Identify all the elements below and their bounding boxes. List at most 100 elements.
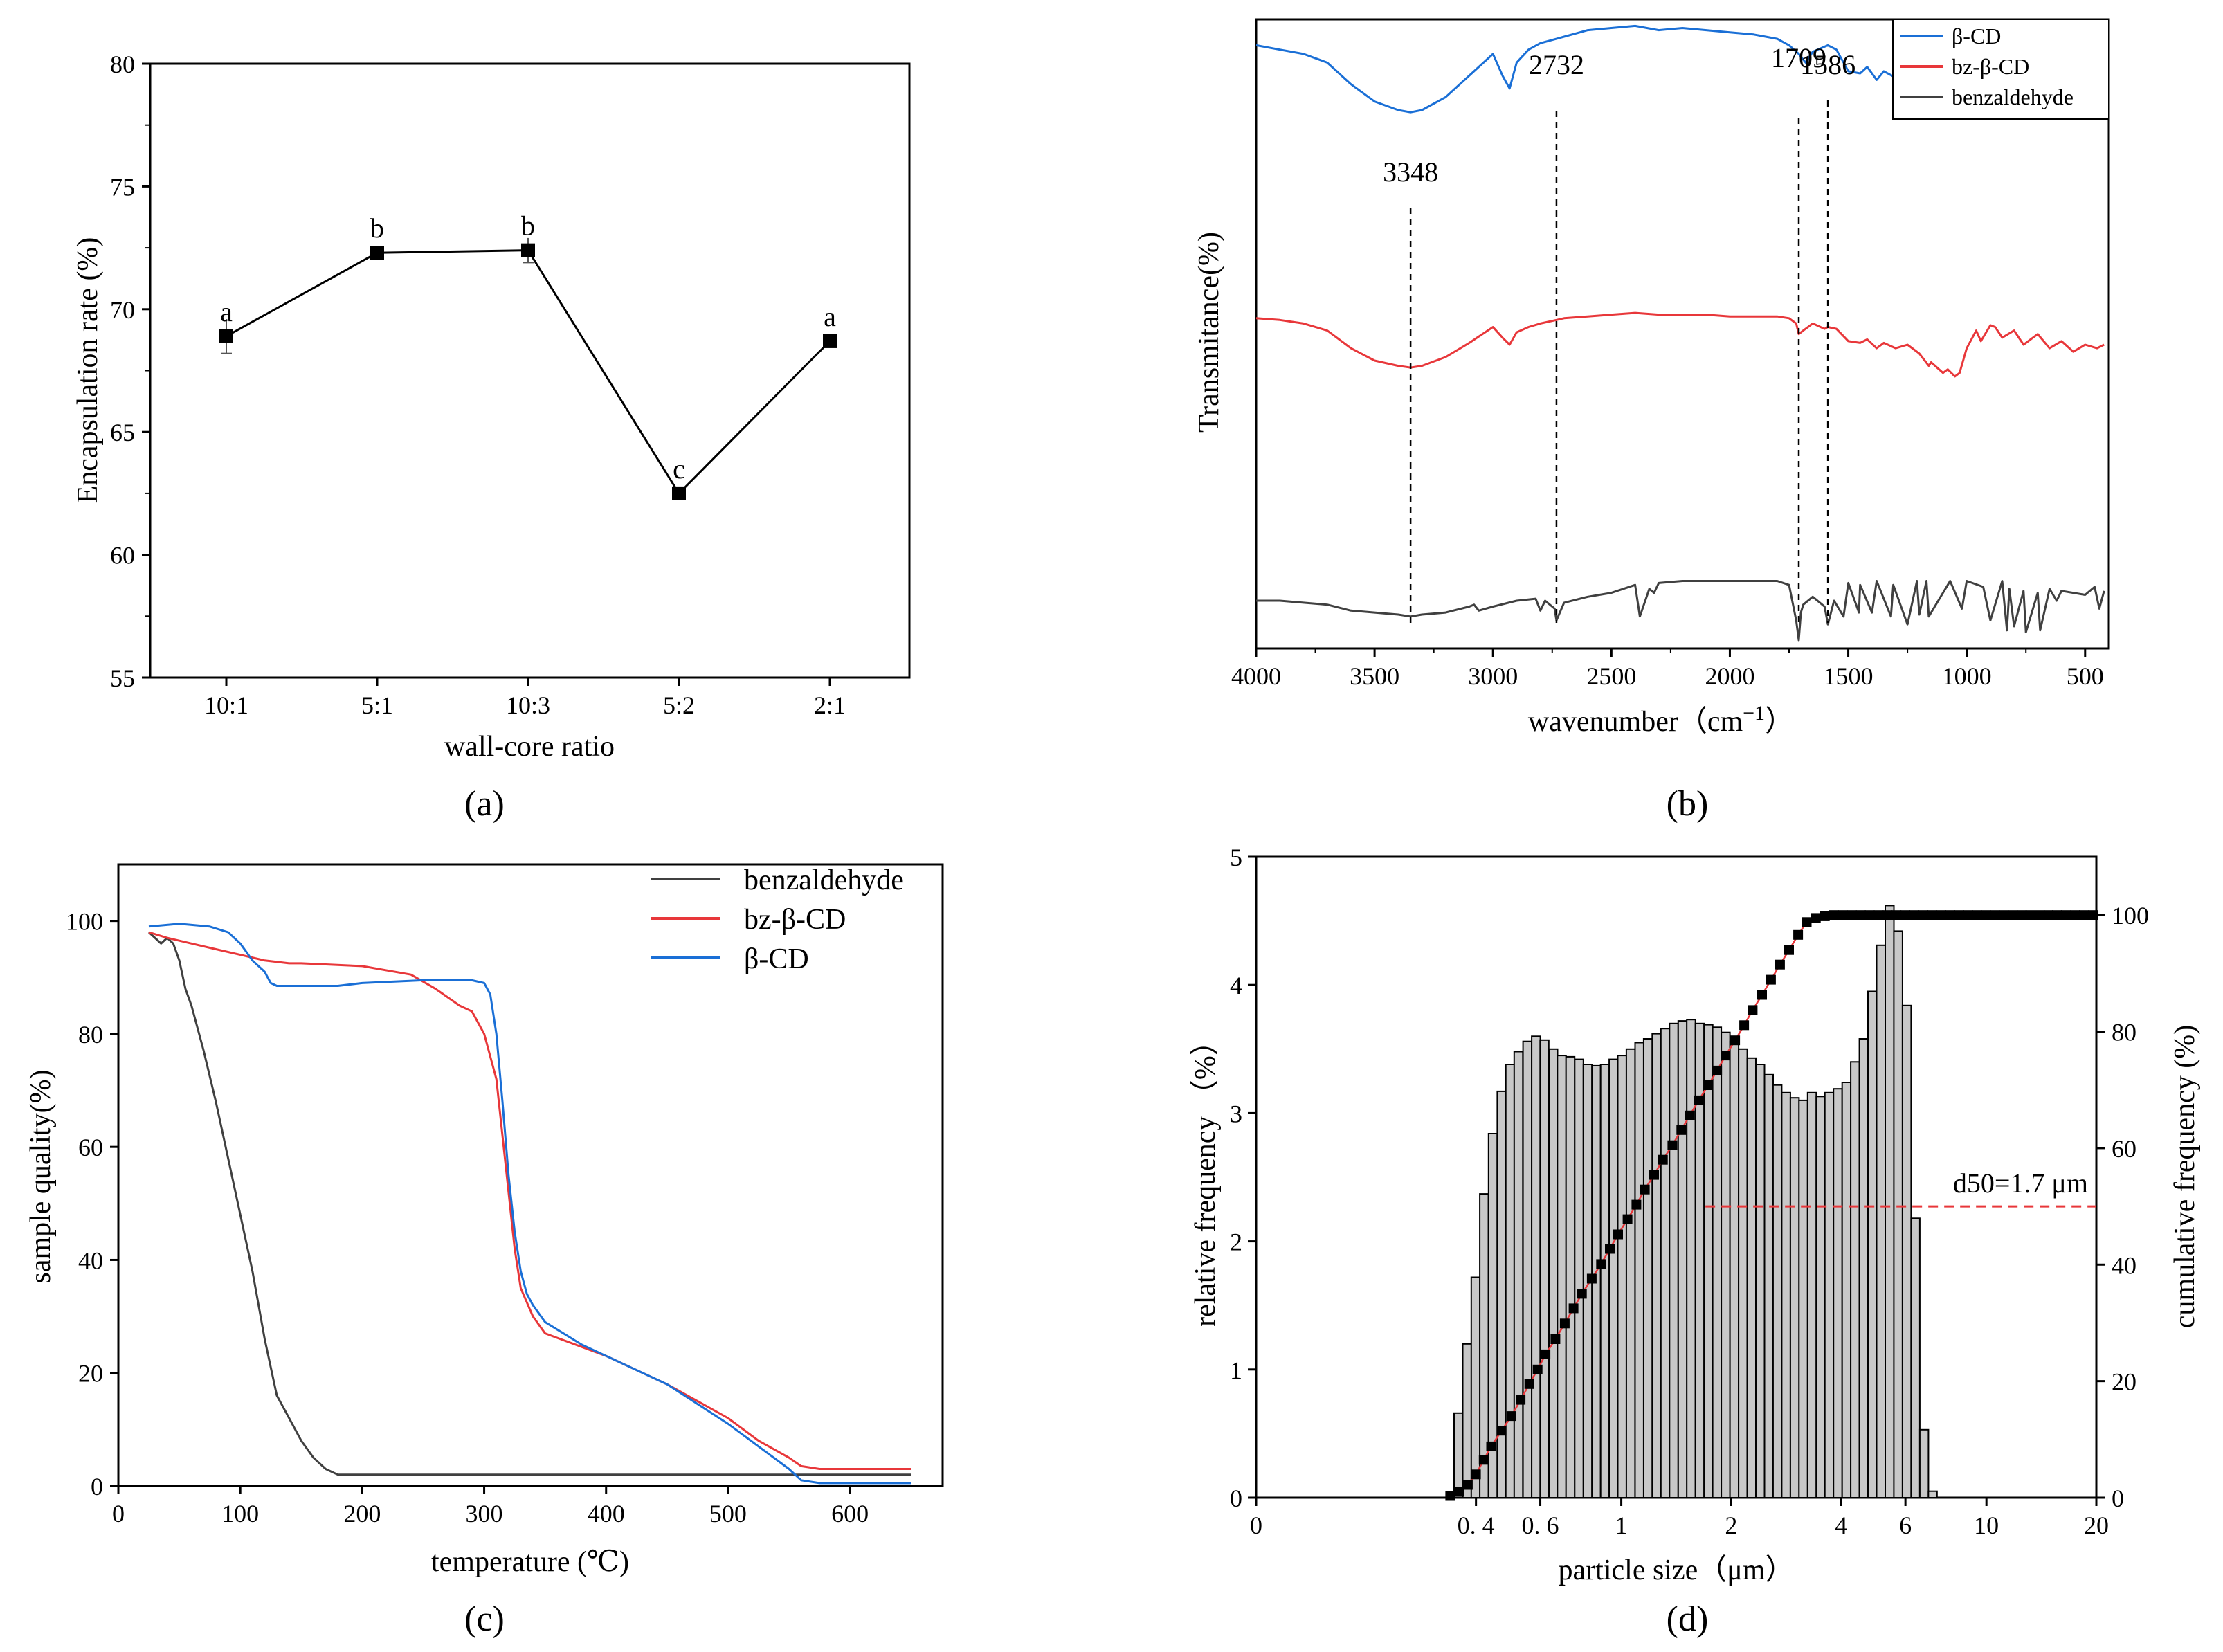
panel-d-bar: [1642, 1038, 1653, 1498]
panel-d-cumulative-point: [1462, 1480, 1473, 1490]
panel-d-ytick-left-label: 1: [1230, 1356, 1242, 1384]
panel-d-bar: [1850, 1061, 1860, 1499]
panel-c-xlabel: temperature (℃): [431, 1546, 629, 1578]
panel-a-ytick-label: 70: [110, 296, 135, 324]
panel-d-bar: [1686, 1019, 1696, 1498]
panel-d-bar: [1789, 1097, 1800, 1498]
panel-d-cumulative-point: [1658, 1154, 1668, 1165]
panel-c-xtick-label: 600: [831, 1500, 869, 1527]
panel-a-xtick-label: 5:2: [663, 691, 695, 719]
panel-c-ytick-label: 40: [78, 1246, 103, 1274]
panel-d-cumulative-point: [2017, 910, 2027, 920]
panel-d-bar: [1806, 1091, 1817, 1499]
panel-d-bar: [1608, 1058, 1619, 1498]
panel-c-xtick-label: 400: [588, 1500, 625, 1527]
panel-d-ytick-left-label: 3: [1230, 1100, 1242, 1127]
panel-d-bar: [1660, 1028, 1671, 1498]
panel-d-xtick-label: 20: [2084, 1512, 2109, 1539]
panel-d-cumulative-point: [1471, 1469, 1481, 1480]
panel-a-ytick-label: 80: [110, 51, 135, 78]
panel-d-bar: [1703, 1024, 1714, 1498]
panel-d-bar: [1885, 905, 1895, 1498]
panel-d-bar: [1574, 1058, 1584, 1498]
panel-a-point: [823, 334, 837, 348]
panel-d-cumulative-point: [2070, 910, 2080, 920]
panel-d-cumulative-point: [1730, 1035, 1741, 1046]
panel-d-bar: [1634, 1042, 1644, 1498]
panel-a-xtick-label: 5:1: [361, 691, 393, 719]
panel-d-bar: [1565, 1055, 1576, 1498]
panel-a-ytick-label: 55: [110, 664, 135, 692]
panel-a-xtick-label: 10:1: [204, 691, 248, 719]
panel-d-cumulative-point: [1667, 1140, 1678, 1150]
panel-d-ytick-right-label: 20: [2112, 1368, 2136, 1396]
panel-c-legend-label: benzaldehyde: [744, 864, 904, 896]
panel-d-cumulative-point: [2060, 910, 2071, 920]
panel-d-cumulative-point: [1486, 1441, 1496, 1451]
panel-b-series-line: [1256, 580, 2105, 642]
panel-d-bar: [1781, 1091, 1791, 1499]
panel-d-bar: [1763, 1073, 1774, 1499]
panel-d-bar: [1470, 1276, 1481, 1498]
panel-d-xtick-label: 2: [1725, 1512, 1737, 1539]
panel-a-xtick-label: 10:3: [506, 691, 550, 719]
panel-d-cumulative-point: [1954, 910, 1964, 920]
panel-d-cumulative-point: [1631, 1199, 1642, 1210]
panel-d-ytick-left-label: 2: [1230, 1228, 1242, 1256]
panel-b: 4000 3500 3000 2500 2000 1500 1000 500 3348 2732…: [1193, 18, 2110, 824]
panel-d-bar: [1729, 1040, 1740, 1498]
panel-d-cumulative-point: [1990, 910, 2000, 920]
panel-d-bar: [1910, 1217, 1921, 1499]
panel-d-cumulative-point: [1649, 1170, 1659, 1180]
panel-b-xtick-label: 1500: [1824, 662, 1873, 690]
panel-b-series-line: [1255, 311, 2105, 378]
panel-d-bar: [1651, 1033, 1662, 1498]
panel-a-series: a b b c a: [219, 210, 837, 500]
panel-d-cumulative-point: [1838, 910, 1848, 920]
panel-b-xtick-label: 500: [2067, 662, 2104, 690]
panel-d-bar: [1772, 1084, 1783, 1498]
panel-d-bar: [1712, 1026, 1723, 1499]
panel-d-cumulative-point: [2088, 910, 2098, 920]
panel-d-ytick-left-label: 5: [1230, 844, 1242, 871]
panel-d-xtick-label: 1: [1615, 1512, 1628, 1539]
panel-d-cumulative-point: [1900, 910, 1911, 920]
panel-c-xtick-label: 500: [709, 1500, 747, 1527]
panel-d-cumulative-point: [1516, 1395, 1526, 1405]
panel-d-cumulative-point: [2044, 910, 2053, 920]
panel-d-cumulative-point: [1757, 990, 1767, 1000]
panel-d-cumulative-point: [2079, 910, 2089, 920]
panel-a-xlabel: wall-core ratio: [444, 731, 615, 763]
panel-a-axes: 55 60 65 70 75 80 10:1 5:1 10:3 5:2 2:1: [110, 51, 846, 719]
panel-d-cumulative-point: [1981, 910, 1991, 920]
panel-d-bar: [1617, 1055, 1627, 1498]
panel-b-peak-label: 1586: [1800, 49, 1855, 80]
panel-d-cumulative-point: [1712, 1065, 1723, 1075]
panel-d-bar: [1901, 1004, 1912, 1499]
panel-d-cumulative-point: [1918, 910, 1929, 920]
panel-d-ytick-right-label: 100: [2112, 902, 2149, 929]
panel-a-point: [672, 486, 686, 500]
panel-d-cumulative-point: [1793, 929, 1804, 940]
panel-d-cumulative-point: [1999, 910, 2009, 920]
panel-d-cumulative-point: [1577, 1289, 1587, 1299]
panel-d-cumulative-point: [1855, 910, 1866, 920]
panel-a-significance-label: b: [521, 210, 535, 242]
panel-b-xlabel-end: ）: [1765, 706, 1794, 738]
panel-b-legend: β-CD bz-β-CD benzaldehyde: [1892, 19, 2109, 120]
panel-d-cumulative-point: [1676, 1125, 1687, 1135]
panel-c-xtick-label: 100: [221, 1500, 259, 1527]
panel-d-cumulative-point: [1605, 1244, 1615, 1254]
panel-d-cumulative-point: [1820, 911, 1830, 921]
panel-d-xtick-label: 0: [1250, 1512, 1262, 1539]
panel-d-xtick-label: 10: [1974, 1512, 1999, 1539]
panel-d-cumulative-point: [1847, 910, 1857, 920]
panel-a-significance-label: a: [824, 301, 836, 332]
panel-c-ytick-label: 60: [78, 1134, 103, 1161]
panel-b-xtick-label: 2500: [1586, 662, 1636, 690]
panel-d-bar: [1918, 1428, 1930, 1499]
panel-d-bar: [1557, 1055, 1567, 1498]
panel-d-cumulative-point: [1694, 1095, 1704, 1105]
